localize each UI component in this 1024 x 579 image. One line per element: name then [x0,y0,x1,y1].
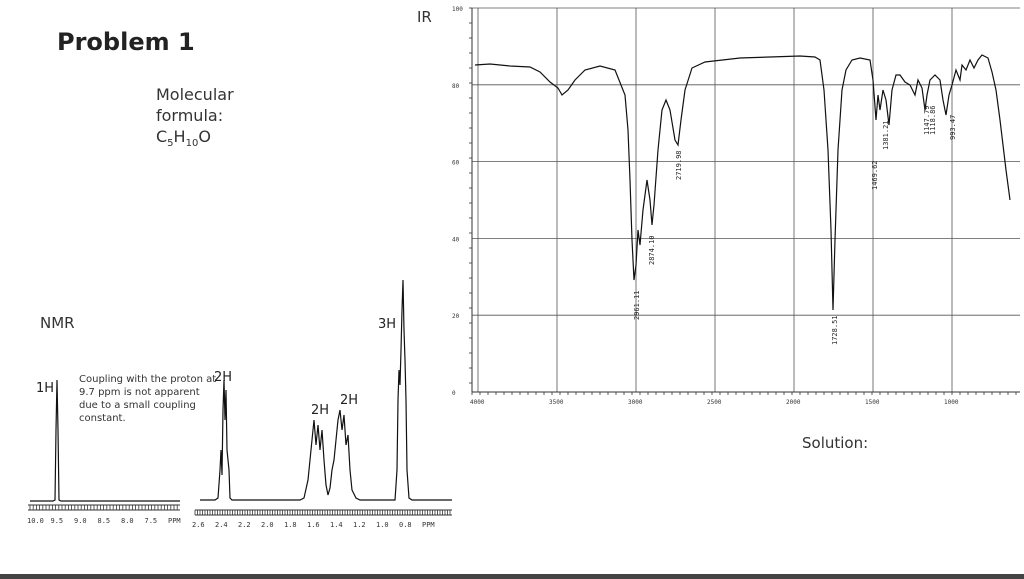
nmr-right-tick-label: 1.8 [284,521,297,529]
mf-label-2: formula: [156,106,224,125]
nmr-peak-label-4: 2H [340,393,359,408]
ir-y-tick-label: 40 [452,236,460,243]
nmr-peak-label-1: 1H [36,381,55,396]
coupling-note: Coupling with the proton at 9.7 ppm is n… [79,374,217,424]
ir-x-tick-label: 3500 [549,399,564,406]
ir-x-tick-label: 4000 [470,399,485,406]
solution-label: Solution: [802,434,869,452]
nmr-spectrum-left: 10.0 9.5 9.0 8.5 8.0 7.5 PPM [27,504,181,525]
ir-x-tick-label: 1000 [944,399,959,406]
ir-x-tick-label: 2500 [707,399,722,406]
ir-peak-label: 1469.62 [871,160,879,190]
mf-formula: C5H10O [156,127,211,150]
nmr-trace-right: 2.6 2.4 2.2 2.0 1.8 1.6 1.4 1.2 1.0 0.8 PPM [192,279,452,529]
molecular-formula: Molecular formula: C5H10O [156,84,234,154]
ir-peak-label: 1728.51 [831,315,839,345]
bottom-border [0,574,1024,579]
ir-peak-label: 2961.11 [633,290,641,320]
ir-y-tick-label: 0 [452,390,456,397]
nmr-right-tick-label: 1.2 [353,521,366,529]
ir-y-tick-label: 80 [452,83,460,90]
problem-title: Problem 1 [57,28,195,56]
ir-spectrum: 100 80 60 40 20 0 4000 3500 3000 2500 2000 1500 1000… [452,6,1020,406]
nmr-right-tick-label: 1.4 [330,521,343,529]
nmr-left-tick-label: 7.5 [145,517,158,525]
nmr-right-tick-label: 1.6 [307,521,320,529]
mf-label-1: Molecular [156,85,234,104]
nmr-right-tick-label: 0.8 [399,521,412,529]
ir-x-tick-label: 3000 [628,399,643,406]
nmr-left-tick-label: 8.5 [98,517,111,525]
ir-peak-label: 2719.98 [675,150,683,180]
nmr-right-tick-label: 2.6 [192,521,205,529]
nmr-right-tick-label: PPM [422,521,435,529]
ir-peak-label: 993.47 [949,115,957,140]
ir-y-tick-label: 60 [452,160,460,167]
nmr-left-tick-label: 8.0 [121,517,134,525]
ir-label: IR [417,8,432,26]
nmr-peak-label-2: 2H [214,370,233,385]
ir-peak-label: 2874.10 [648,235,656,265]
nmr-peak-label-3: 2H [311,403,330,418]
nmr-right-tick-label: 1.0 [376,521,389,529]
nmr-right-tick-label: 2.0 [261,521,274,529]
ir-peak-label: 1118.86 [929,105,937,135]
nmr-label: NMR [40,314,75,332]
nmr-left-tick-label: PPM [168,517,181,525]
nmr-left-tick-label: 9.0 [74,517,87,525]
nmr-left-tick-label: 9.5 [51,517,64,525]
nmr-left-tick-label: 10.0 [27,517,44,525]
ir-x-tick-label: 1500 [865,399,880,406]
nmr-trace-left [30,379,180,502]
ir-y-tick-label: 20 [452,313,460,320]
ir-peak-label: 1147.79 [923,105,931,135]
ir-peak-label: 1381.21 [882,120,890,150]
nmr-right-tick-label: 2.4 [215,521,228,529]
ir-x-tick-label: 2000 [786,399,801,406]
nmr-right-tick-label: 2.2 [238,521,251,529]
ir-y-tick-label: 100 [452,6,463,13]
nmr-peak-label-5: 3H [378,317,397,332]
